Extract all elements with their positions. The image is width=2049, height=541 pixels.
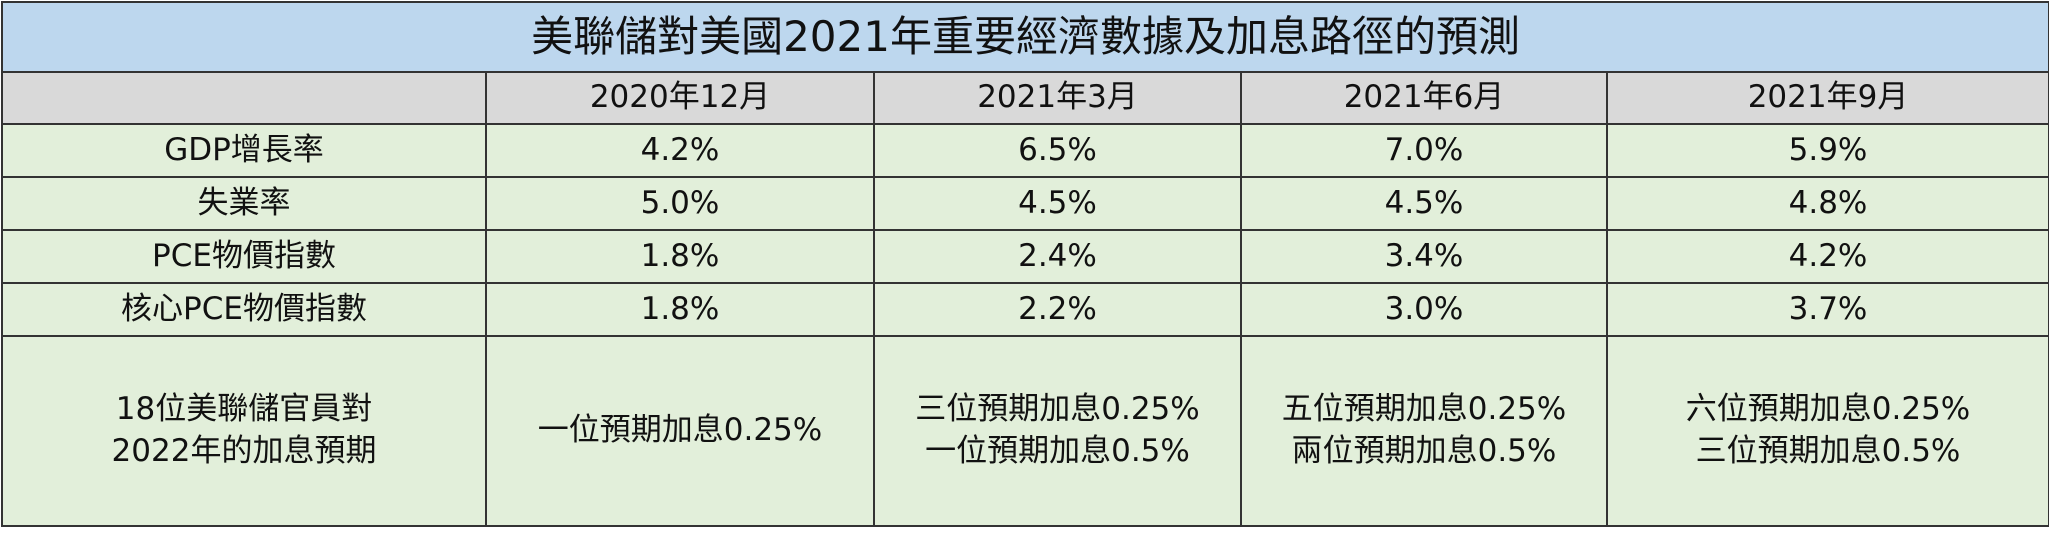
data-row: 失業率 5.0% 4.5% 4.5% 4.8% bbox=[1, 176, 2049, 231]
row-label: PCE物價指數 bbox=[1, 229, 487, 284]
cell-line: 一位預期加息0.25% bbox=[537, 412, 823, 449]
data-cell: 4.5% bbox=[873, 176, 1242, 231]
header-cell: 2020年12月 bbox=[485, 71, 875, 125]
header-cell: 2021年3月 bbox=[873, 71, 1242, 125]
data-cell: 1.8% bbox=[485, 282, 875, 337]
cell-line: 18位美聯儲官員對 bbox=[115, 391, 373, 428]
data-cell: 4.5% bbox=[1240, 176, 1608, 231]
data-cell: 3.0% bbox=[1240, 282, 1608, 337]
cell-line: 2022年的加息預期 bbox=[111, 433, 377, 469]
data-cell: 1.8% bbox=[485, 229, 875, 284]
row-label: 18位美聯儲官員對 2022年的加息預期 bbox=[1, 335, 487, 527]
data-cell: 5.9% bbox=[1605, 123, 2049, 178]
data-row: 核心PCE物價指數 1.8% 2.2% 3.0% 3.7% bbox=[1, 282, 2049, 337]
data-cell: 3.7% bbox=[1605, 282, 2049, 337]
data-row: 18位美聯儲官員對 2022年的加息預期 一位預期加息0.25% 三位預期加息0.25… bbox=[1, 335, 2049, 527]
row-label: GDP增長率 bbox=[1, 123, 487, 178]
data-cell: 五位預期加息0.25% 兩位預期加息0.5% bbox=[1240, 335, 1608, 527]
data-cell: 4.8% bbox=[1605, 176, 2049, 231]
title-row: 美聯儲對美國2021年重要經濟數據及加息路徑的預測 bbox=[0, 1, 2049, 73]
data-cell: 六位預期加息0.25% 三位預期加息0.5% bbox=[1605, 335, 2049, 527]
data-cell: 6.5% bbox=[873, 123, 1242, 178]
data-cell: 5.0% bbox=[485, 176, 875, 231]
cell-line: 三位預期加息0.5% bbox=[1695, 433, 1961, 469]
forecast-table: 美聯儲對美國2021年重要經濟數據及加息路徑的預測 2020年12月 2021年3… bbox=[0, 1, 2049, 527]
data-cell: 4.2% bbox=[485, 123, 875, 178]
cell-line: 五位預期加息0.25% bbox=[1281, 391, 1567, 428]
data-cell: 4.2% bbox=[1605, 229, 2049, 284]
cell-line: 一位預期加息0.5% bbox=[925, 433, 1190, 469]
header-row: 2020年12月 2021年3月 2021年6月 2021年9月 bbox=[1, 71, 2049, 125]
data-cell: 三位預期加息0.25% 一位預期加息0.5% bbox=[873, 335, 1242, 527]
header-cell: 2021年9月 bbox=[1605, 71, 2049, 125]
row-label: 失業率 bbox=[1, 176, 487, 231]
header-cell: 2021年6月 bbox=[1240, 71, 1608, 125]
data-cell: 一位預期加息0.25% bbox=[485, 335, 875, 527]
data-row: GDP增長率 4.2% 6.5% 7.0% 5.9% bbox=[1, 123, 2049, 178]
table-title: 美聯儲對美國2021年重要經濟數據及加息路徑的預測 bbox=[0, 1, 2049, 73]
cell-line: 三位預期加息0.25% bbox=[915, 391, 1200, 428]
cell-line: 六位預期加息0.25% bbox=[1685, 391, 1971, 428]
header-cell bbox=[1, 71, 487, 125]
row-label: 核心PCE物價指數 bbox=[1, 282, 487, 337]
data-cell: 7.0% bbox=[1240, 123, 1608, 178]
data-row: PCE物價指數 1.8% 2.4% 3.4% 4.2% bbox=[1, 229, 2049, 284]
cell-line: 兩位預期加息0.5% bbox=[1291, 433, 1557, 469]
data-cell: 2.4% bbox=[873, 229, 1242, 284]
data-cell: 2.2% bbox=[873, 282, 1242, 337]
data-cell: 3.4% bbox=[1240, 229, 1608, 284]
